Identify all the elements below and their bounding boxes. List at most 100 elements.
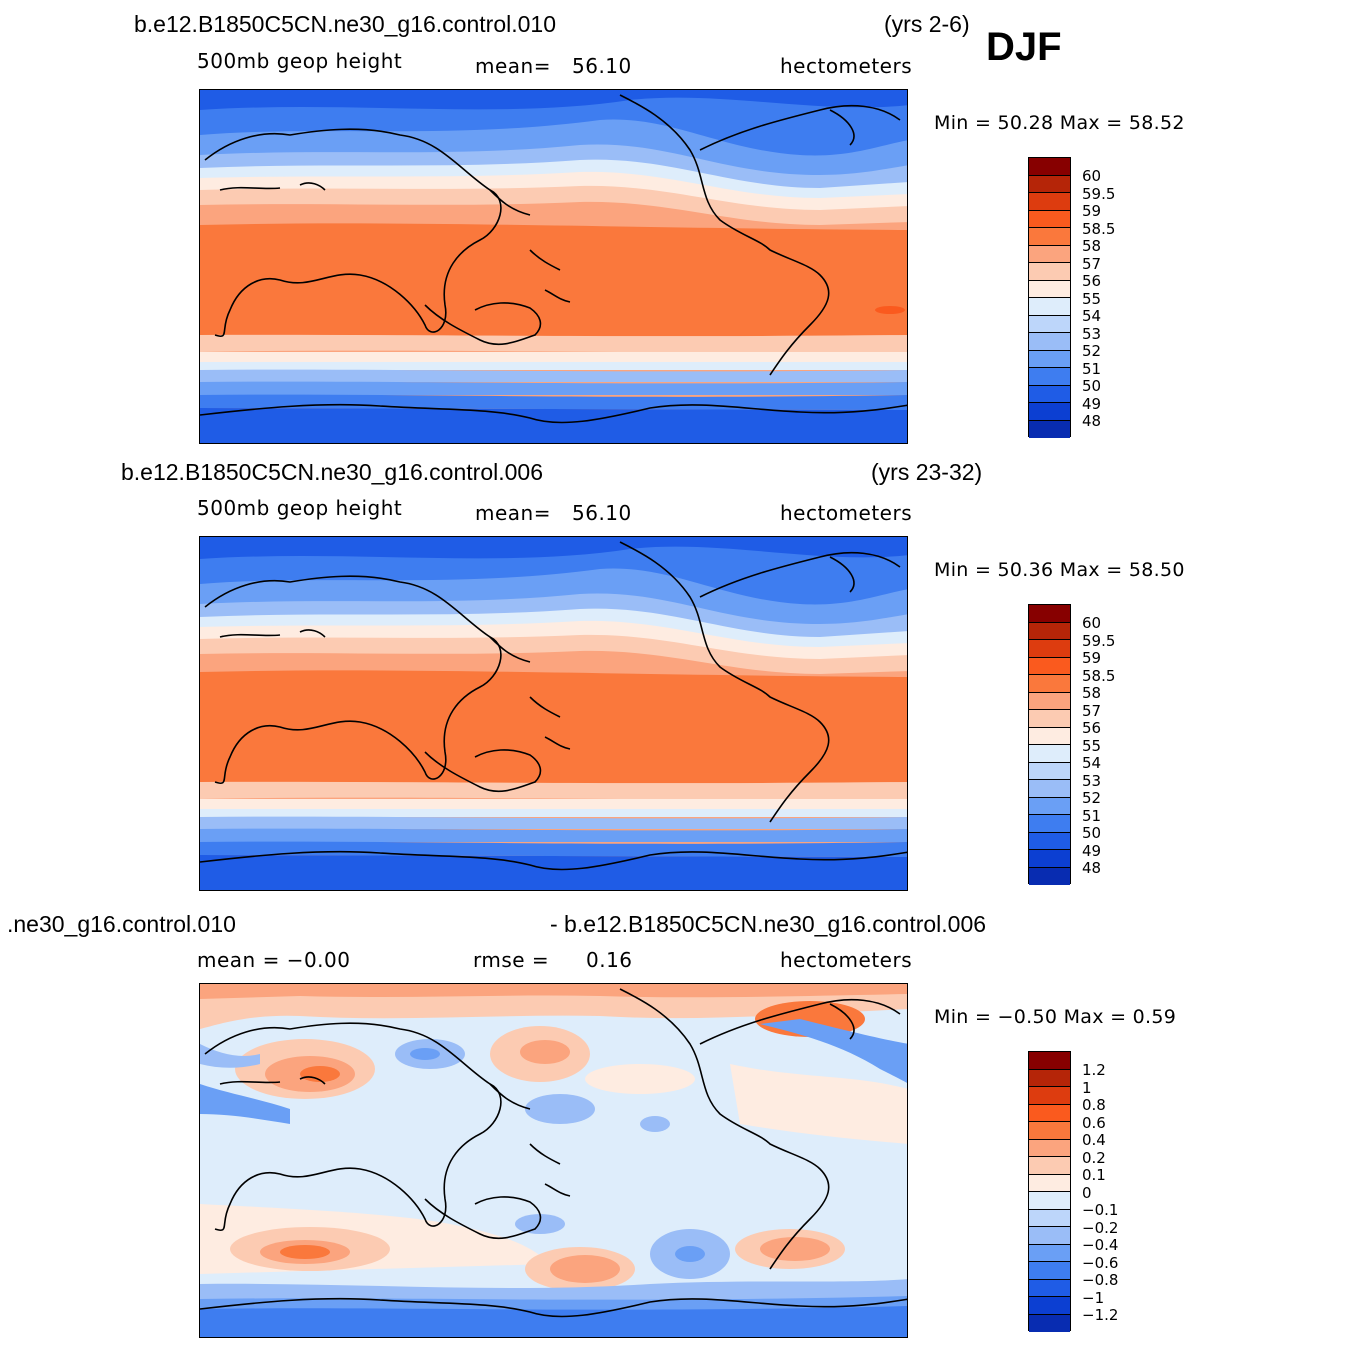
panel1-colorbar (1028, 157, 1071, 438)
panel2-colorbar-swatch-7 (1029, 710, 1070, 728)
panel2-cb-label-8: 55 (1082, 736, 1102, 755)
panel1-map (199, 89, 908, 444)
panel1-colorbar-swatch-5 (1029, 228, 1070, 246)
panel3-cb-label-5: 0.4 (1082, 1131, 1106, 1149)
panel3-cb-label-2: 1 (1082, 1078, 1092, 1097)
panel3-colorbar-swatch-1 (1029, 1052, 1070, 1070)
panel1-cb-label-6: 57 (1082, 254, 1102, 273)
panel1-cb-label-4: 58.5 (1082, 219, 1116, 238)
panel3-colorbar-swatch-13 (1029, 1262, 1070, 1280)
panel1-colorbar-swatch-8 (1029, 280, 1070, 298)
panel1-cb-label-15: 48 (1082, 412, 1102, 430)
panel2-case-title: b.e12.B1850C5CN.ne30_g16.control.006 (121, 459, 543, 485)
panel1-years: (yrs 2-6) (884, 11, 970, 37)
panel3-cb-label-4: 0.6 (1082, 1113, 1106, 1132)
panel1-cb-label-1: 60 (1082, 167, 1102, 185)
panel1-case-title: b.e12.B1850C5CN.ne30_g16.control.010 (134, 11, 556, 37)
panel3-cb-label-6: 0.2 (1082, 1148, 1106, 1167)
panel2-colorbar-swatch-15 (1029, 850, 1070, 868)
panel2-cb-label-6: 57 (1082, 701, 1102, 720)
panel2-colorbar-swatch-11 (1029, 780, 1070, 798)
panel3-colorbar-swatch-4 (1029, 1104, 1070, 1122)
panel2-map (199, 536, 908, 891)
panel3-cb-label-9: −0.1 (1082, 1201, 1119, 1219)
panel3-colorbar-swatch-12 (1029, 1244, 1070, 1262)
panel1-stat-value: 56.10 (572, 54, 632, 78)
panel2-cb-label-2: 59.5 (1082, 631, 1116, 650)
panel3-colorbar-swatch-11 (1029, 1227, 1070, 1245)
panel3-colorbar-swatch-6 (1029, 1139, 1070, 1157)
panel1-cb-label-3: 59 (1082, 202, 1102, 220)
panel1-colorbar-swatch-10 (1029, 315, 1070, 333)
panel3-cb-label-1: 1.2 (1082, 1061, 1106, 1079)
panel1-cb-label-8: 55 (1082, 289, 1102, 308)
panel3-cb-label-11: −0.4 (1082, 1236, 1119, 1254)
panel3-colorbar-swatch-3 (1029, 1087, 1070, 1105)
panel3-map (199, 983, 908, 1338)
panel3-colorbar (1028, 1051, 1071, 1332)
panel1-cb-label-5: 58 (1082, 237, 1102, 255)
panel1-colorbar-swatch-14 (1029, 385, 1070, 403)
panel3-years: - b.e12.B1850C5CN.ne30_g16.control.006 (550, 911, 987, 937)
panel2-cb-label-1: 60 (1082, 614, 1102, 632)
panel1-cb-label-2: 59.5 (1082, 184, 1116, 203)
panel1-minmax: Min = 50.28 Max = 58.52 (934, 112, 1185, 134)
panel3-cb-label-8: 0 (1082, 1183, 1092, 1202)
panel2-cb-label-15: 48 (1082, 859, 1102, 877)
panel1-colorbar-swatch-3 (1029, 193, 1070, 211)
panel3-stat-label: rmse = (473, 948, 550, 972)
panel3-cb-label-3: 0.8 (1082, 1096, 1106, 1114)
panel2-years: (yrs 23-32) (871, 459, 983, 485)
panel2-cb-label-13: 50 (1082, 824, 1102, 842)
panel2-cb-label-10: 53 (1082, 771, 1102, 790)
panel3-cb-label-12: −0.6 (1082, 1253, 1119, 1272)
panel3-colorbar-swatch-2 (1029, 1069, 1070, 1087)
panel1-colorbar-swatch-15 (1029, 403, 1070, 421)
panel2-colorbar-swatch-5 (1029, 675, 1070, 693)
panel1-colorbar-swatch-1 (1029, 158, 1070, 176)
panel3-cb-label-13: −0.8 (1082, 1271, 1119, 1289)
panel3-case-title: .ne30_g16.control.010 (7, 911, 236, 937)
panel3-cb-label-15: −1.2 (1082, 1306, 1119, 1324)
panel2-cb-label-5: 58 (1082, 684, 1102, 702)
panel3-minmax: Min = −0.50 Max = 0.59 (934, 1006, 1177, 1028)
panel1-stat-label: mean= (475, 54, 551, 78)
panel2-stat-value: 56.10 (572, 501, 632, 525)
panel2-colorbar-swatch-16 (1029, 867, 1070, 885)
panel2-variable: 500mb geop height (197, 496, 403, 520)
panel3-stat-value: 0.16 (586, 948, 633, 972)
panel1-cb-label-14: 49 (1082, 394, 1102, 413)
panel2-colorbar-swatch-14 (1029, 832, 1070, 850)
panel1-units: hectometers (780, 54, 913, 78)
panel2-colorbar-swatch-2 (1029, 622, 1070, 640)
panel3-colorbar-swatch-15 (1029, 1297, 1070, 1315)
panel2-cb-label-11: 52 (1082, 789, 1102, 807)
panel3-colorbar-swatch-5 (1029, 1122, 1070, 1140)
panel1-variable: 500mb geop height (197, 49, 403, 73)
panel2-minmax: Min = 50.36 Max = 58.50 (934, 559, 1185, 581)
panel1-colorbar-swatch-9 (1029, 298, 1070, 316)
panel1-colorbar-swatch-11 (1029, 333, 1070, 351)
panel3-variable: mean = −0.00 (197, 948, 351, 972)
panel1-colorbar-swatch-4 (1029, 210, 1070, 228)
panel3-cb-label-10: −0.2 (1082, 1218, 1119, 1237)
panel2-colorbar-swatch-9 (1029, 745, 1070, 763)
panel2-colorbar-swatch-12 (1029, 797, 1070, 815)
panel1-colorbar-swatch-13 (1029, 368, 1070, 386)
panel3-cb-label-7: 0.1 (1082, 1166, 1106, 1184)
panel1-colorbar-swatch-7 (1029, 263, 1070, 281)
panel2-cb-label-14: 49 (1082, 841, 1102, 860)
panel2-colorbar-swatch-8 (1029, 727, 1070, 745)
panel1-cb-label-13: 50 (1082, 377, 1102, 395)
panel1-cb-label-9: 54 (1082, 307, 1102, 325)
panel3-colorbar-swatch-14 (1029, 1279, 1070, 1297)
panel3-cb-label-14: −1 (1082, 1288, 1105, 1307)
panel3-units: hectometers (780, 948, 913, 972)
panel2-cb-label-12: 51 (1082, 806, 1102, 825)
panel2-colorbar (1028, 604, 1071, 885)
season-label: DJF (986, 25, 1062, 69)
panel1-cb-label-7: 56 (1082, 272, 1102, 290)
panel2-stat-label: mean= (475, 501, 551, 525)
panel3-colorbar-swatch-9 (1029, 1192, 1070, 1210)
panel3-colorbar-swatch-10 (1029, 1209, 1070, 1227)
